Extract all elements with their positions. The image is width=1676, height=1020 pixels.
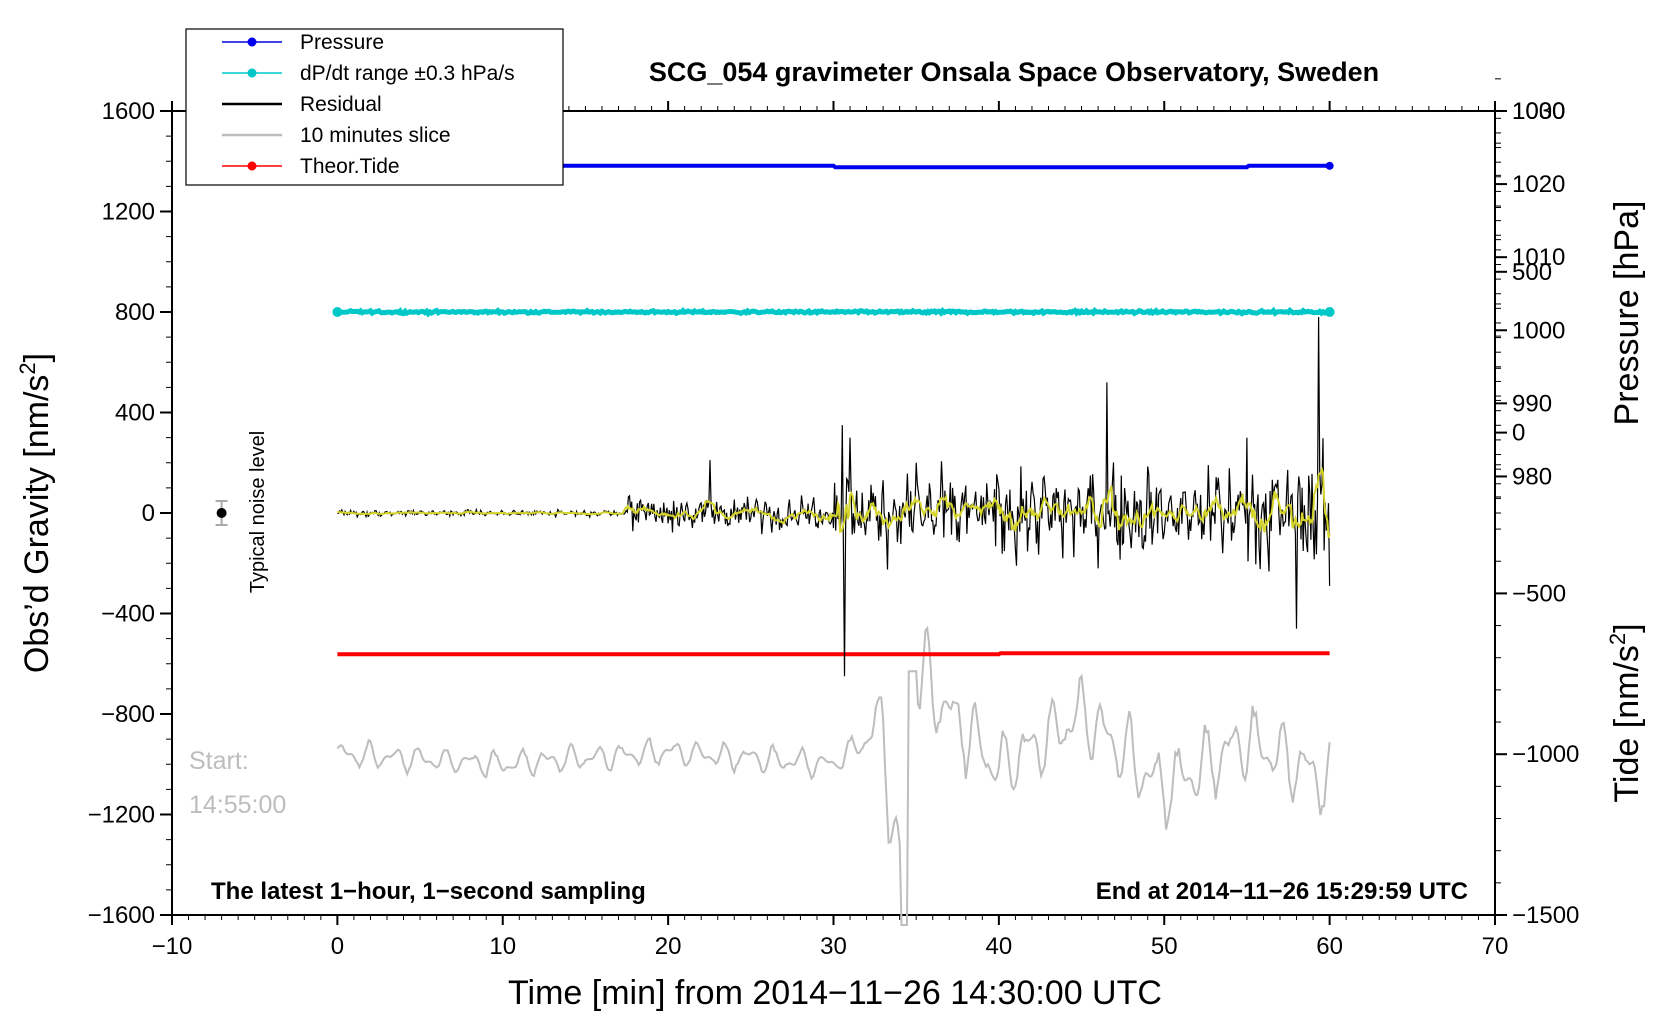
legend-label: Theor.Tide bbox=[300, 155, 400, 178]
gravity-tick-label: 400 bbox=[115, 400, 155, 427]
legend-box bbox=[185, 28, 564, 186]
legend-label: Pressure bbox=[300, 31, 384, 54]
series-dpdt-range bbox=[335, 306, 1332, 318]
x-tick-label: 10 bbox=[489, 933, 516, 960]
y-axis-label-tide: Tide [nm/s2] bbox=[1605, 623, 1646, 802]
gravity-tick-label: −1200 bbox=[88, 802, 155, 829]
legend-item: Residual bbox=[222, 93, 382, 116]
x-tick-label: 0 bbox=[331, 933, 344, 960]
x-tick-label: 70 bbox=[1482, 933, 1509, 960]
tide-tick-label: −500 bbox=[1512, 580, 1566, 607]
tide-tick-label: 500 bbox=[1512, 259, 1552, 286]
x-axis-label: Time [min] from 2014−11−26 14:30:00 UTC bbox=[508, 974, 1162, 1012]
gravity-tick-label: 0 bbox=[142, 500, 155, 527]
pressure-tick-label: 980 bbox=[1512, 463, 1552, 490]
legend-swatch-dot bbox=[247, 161, 257, 171]
y-axis-label-pressure: Pressure [hPa] bbox=[1608, 201, 1646, 426]
series-10-minutes-slice bbox=[336, 625, 1331, 926]
y-axis-label-tide-main: Tide [nm/s bbox=[1608, 645, 1646, 802]
legend-swatch-dot bbox=[247, 68, 257, 78]
legend-label: Residual bbox=[300, 93, 382, 116]
legend-label: dP/dt range ±0.3 hPa/s bbox=[300, 62, 515, 85]
tide-tick-label: 0 bbox=[1512, 420, 1525, 447]
series-theor-tide bbox=[337, 651, 1330, 657]
noise-level-label: Typical noise level bbox=[247, 431, 269, 593]
chart-title: SCG_054 gravimeter Onsala Space Observat… bbox=[649, 57, 1379, 87]
x-tick-label: 40 bbox=[986, 933, 1013, 960]
y-axis-label-tide-close: ] bbox=[1608, 623, 1646, 632]
legend: Pressure dP/dt range ±0.3 hPa/s Residual 10… bbox=[185, 28, 564, 186]
legend-item: 10 minutes slice bbox=[222, 124, 451, 147]
x-tick-label: 60 bbox=[1316, 933, 1343, 960]
noise-level-dot bbox=[216, 508, 227, 518]
x-tick-label: 30 bbox=[820, 933, 847, 960]
dpdt-end-dot bbox=[1324, 307, 1335, 317]
series-pressure bbox=[337, 163, 1330, 170]
tide-tick-label: −1500 bbox=[1512, 902, 1579, 929]
pressure-end-dot bbox=[1325, 161, 1334, 170]
y-axis-label-tide-sup: 2 bbox=[1605, 633, 1630, 645]
legend-swatch-dot bbox=[247, 37, 257, 47]
dpdt-start-dot bbox=[332, 307, 343, 317]
gravity-tick-label: 1600 bbox=[102, 98, 155, 125]
x-tick-label: −10 bbox=[152, 933, 193, 960]
gravity-tick-label: −400 bbox=[101, 601, 155, 628]
legend-item: Theor.Tide bbox=[222, 155, 400, 178]
x-tick-label: 50 bbox=[1151, 933, 1178, 960]
gravity-tick-label: 800 bbox=[115, 299, 155, 326]
latest-sampling-note: The latest 1−hour, 1−second sampling bbox=[211, 878, 646, 905]
pressure-tick-label: 1030 bbox=[1512, 98, 1565, 125]
end-time-note: End at 2014−11−26 15:29:59 UTC bbox=[1096, 878, 1468, 905]
gravity-tick-label: −1600 bbox=[88, 902, 155, 929]
legend-item: Pressure bbox=[222, 31, 384, 54]
gravity-tick-label: 1200 bbox=[102, 199, 155, 226]
legend-label: 10 minutes slice bbox=[300, 124, 451, 147]
slice-start-label: Start: bbox=[189, 747, 249, 775]
pressure-tick-label: 990 bbox=[1512, 390, 1552, 417]
gravity-tick-label: −800 bbox=[101, 701, 155, 728]
pressure-tick-label: 1000 bbox=[1512, 317, 1565, 344]
pressure-tick-label: 1010 bbox=[1512, 244, 1565, 271]
legend-item: dP/dt range ±0.3 hPa/s bbox=[222, 62, 515, 85]
tide-tick-label: 1000 bbox=[1512, 98, 1565, 125]
y-axis-label-gravity-sup: 2 bbox=[15, 362, 40, 374]
y-axis-label-gravity-main: Obs’d Gravity [nm/s bbox=[18, 375, 56, 674]
slice-start-time: 14:55:00 bbox=[189, 791, 286, 819]
y-axis-label-gravity-close: ] bbox=[18, 353, 56, 362]
pressure-tick-label: 1020 bbox=[1512, 171, 1565, 198]
series-residual-smoothed bbox=[337, 466, 1331, 538]
y-axis-label-gravity: Obs’d Gravity [nm/s2] bbox=[15, 353, 56, 673]
series-residual bbox=[337, 316, 1331, 677]
x-tick-label: 20 bbox=[655, 933, 682, 960]
tide-tick-label: −1000 bbox=[1512, 741, 1579, 768]
